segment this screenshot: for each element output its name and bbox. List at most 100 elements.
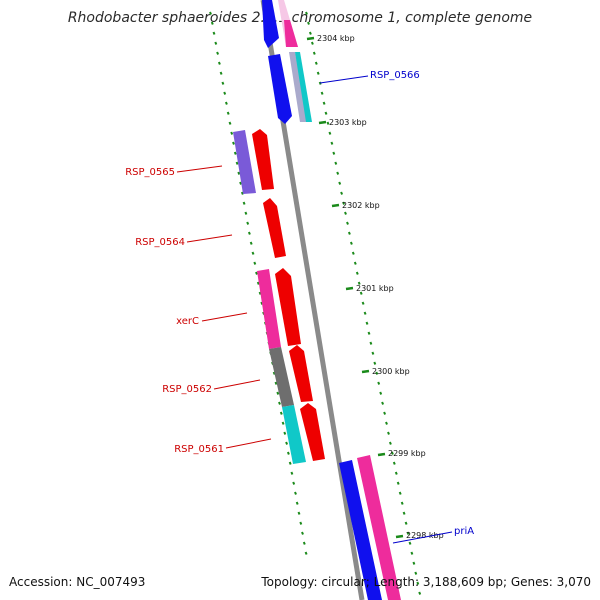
gene-feature[interactable] <box>262 0 279 48</box>
gene-feature[interactable] <box>284 20 298 47</box>
guide-dot <box>357 281 361 285</box>
guide-dot <box>406 531 410 535</box>
guide-dot <box>251 251 255 255</box>
gene-feature-rsp0565-a[interactable] <box>233 130 256 194</box>
guide-dot <box>281 421 285 425</box>
guide-dot <box>316 71 320 75</box>
gene-label-rsp0562[interactable]: RSP_0562 <box>162 384 212 395</box>
guide-dot <box>299 521 303 525</box>
guide-dot <box>385 421 388 425</box>
gene-feature-rsp0564[interactable] <box>263 198 286 258</box>
guide-dot <box>256 281 260 285</box>
guide-dot <box>334 161 338 165</box>
guide-dot <box>283 431 287 435</box>
guide-dot <box>285 441 289 445</box>
guide-dot <box>402 511 406 515</box>
guide-dot <box>301 531 304 535</box>
guide-dot <box>398 491 402 495</box>
major-tick <box>345 286 354 291</box>
tick-label: 2302 kbp <box>342 201 380 210</box>
guide-dot <box>390 451 394 455</box>
map-title: Rhodobacter sphaeroides 2.4.1 chromosome… <box>68 10 532 26</box>
guide-dot <box>272 371 276 375</box>
gene-feature-rsp0561-a[interactable] <box>282 405 306 464</box>
guide-dot <box>244 211 248 215</box>
guide-dot <box>312 51 316 55</box>
guide-dot <box>216 51 220 55</box>
guide-dot <box>396 481 400 485</box>
guide-dot <box>294 491 297 495</box>
tick-label: 2300 kbp <box>372 367 410 376</box>
guide-dot <box>255 271 258 275</box>
guide-dot <box>394 471 398 475</box>
guide-dot <box>219 71 223 75</box>
guide-dot <box>353 261 357 265</box>
gene-label-xerc[interactable]: xerC <box>176 316 199 327</box>
guide-dot <box>414 571 418 575</box>
left-dotted-ring <box>209 11 308 555</box>
guide-dot <box>344 211 347 215</box>
guide-dot <box>371 351 375 355</box>
guide-dot <box>253 261 257 265</box>
guide-dot <box>239 181 243 185</box>
summary-text: Topology: circular; Length: 3,188,609 bp… <box>260 575 591 589</box>
guide-dot <box>278 401 281 405</box>
guide-dot <box>302 541 306 545</box>
right-dotted-ring <box>305 11 422 595</box>
major-tick <box>306 36 315 41</box>
gene-feature-pria-b[interactable] <box>357 455 401 600</box>
guide-dot <box>292 481 296 485</box>
guide-dot <box>226 111 230 115</box>
accession-text: Accession: NC_007493 <box>9 575 145 589</box>
guide-dot <box>314 61 318 65</box>
guide-dot <box>387 431 390 435</box>
guide-dot <box>274 381 278 385</box>
gene-label-rsp0566[interactable]: RSP_0566 <box>370 70 420 81</box>
guide-dot <box>240 191 244 195</box>
guide-dot <box>347 231 351 235</box>
guide-dot <box>369 341 373 345</box>
guide-dot <box>418 591 422 595</box>
gene-feature-rsp0565-b[interactable] <box>252 129 274 190</box>
guide-dot <box>332 151 336 155</box>
gene-feature-pria-a[interactable] <box>339 460 382 600</box>
guide-dot <box>258 291 262 295</box>
gene-label-rsp0561[interactable]: RSP_0561 <box>174 444 224 455</box>
gene-feature-rsp0562-a[interactable] <box>269 347 294 407</box>
guide-dot <box>279 411 283 415</box>
guide-dot <box>223 91 227 95</box>
guide-dot <box>237 171 241 175</box>
leader-line <box>201 312 248 322</box>
guide-dot <box>290 471 294 475</box>
gene-label-rsp0564[interactable]: RSP_0564 <box>135 237 185 248</box>
guide-dot <box>375 371 379 375</box>
guide-dot <box>355 271 359 275</box>
gene-label-pria[interactable]: priA <box>454 526 474 537</box>
guide-dot <box>412 561 416 565</box>
gene-feature-xerc-b[interactable] <box>275 268 301 346</box>
gene-labels: RSP_0566 RSP_0565 RSP_0564 xerC RSP_0562… <box>125 70 474 544</box>
gene-feature[interactable] <box>268 54 292 124</box>
gene-feature-rsp0561-b[interactable] <box>300 403 325 461</box>
guide-dot <box>230 131 234 135</box>
leader-line <box>213 379 261 390</box>
guide-dot <box>359 291 363 295</box>
leader-line <box>319 75 369 84</box>
major-tick <box>331 203 340 208</box>
guide-dot <box>330 141 334 145</box>
guide-dot <box>232 141 235 145</box>
guide-dot <box>342 201 346 205</box>
guide-dot <box>276 391 280 395</box>
gene-feature-rsp0562-b[interactable] <box>289 345 313 402</box>
gene-feature-xerc-a[interactable] <box>257 269 281 349</box>
guide-dot <box>288 461 292 465</box>
guide-dot <box>246 221 250 225</box>
leader-line <box>392 531 453 544</box>
guide-dot <box>392 461 396 465</box>
gene-label-rsp0565[interactable]: RSP_0565 <box>125 167 175 178</box>
major-tick <box>395 534 404 539</box>
guide-dot <box>328 131 332 135</box>
gene-feature-rsp0566[interactable] <box>295 52 312 122</box>
guide-dot <box>416 581 420 585</box>
